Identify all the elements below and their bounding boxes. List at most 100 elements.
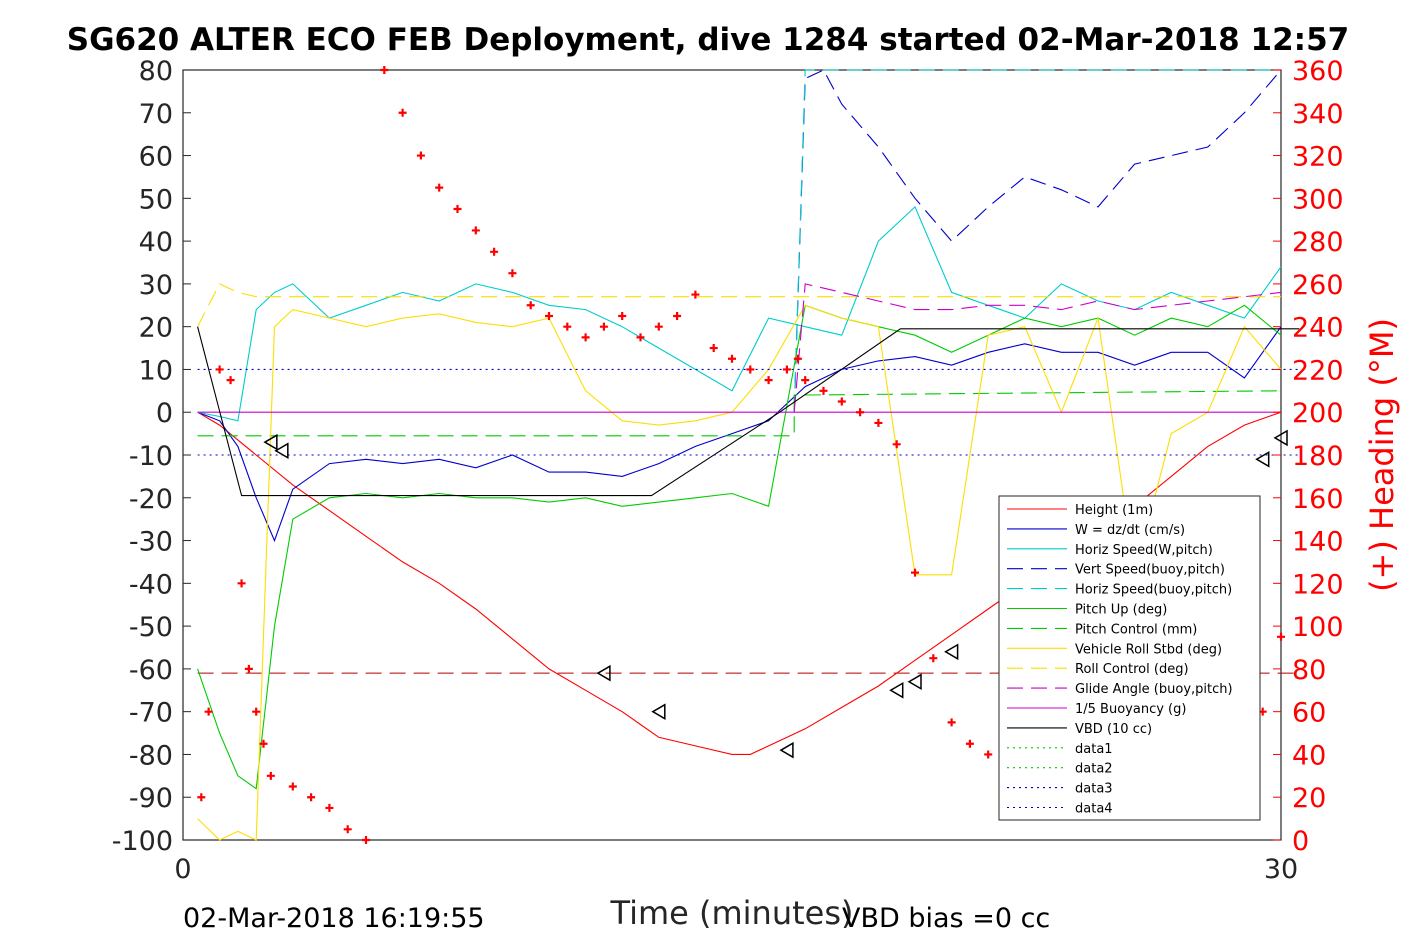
plot-area: [182, 66, 1300, 844]
heading-point: [325, 803, 334, 812]
footer-vbd-bias: VBD bias =0 cc: [842, 903, 1050, 934]
heading-point: [837, 397, 846, 406]
heading-point: [362, 836, 370, 844]
heading-point: [691, 290, 700, 299]
left-tick-label: 70: [139, 99, 173, 130]
right-tick-label: 320: [1292, 142, 1344, 173]
heading-point: [307, 793, 316, 802]
heading-point: [259, 739, 268, 748]
right-tick-label: 160: [1292, 484, 1344, 515]
legend-label: Roll Control (deg): [1075, 662, 1189, 677]
direction-marker: [1255, 450, 1270, 468]
legend-label: Vert Speed(buoy,pitch): [1075, 563, 1225, 578]
right-tick-label: 0: [1292, 826, 1309, 857]
legend-label: 1/5 Buoyancy (g): [1075, 702, 1186, 717]
footer-date: 02-Mar-2018 16:19:55: [183, 903, 485, 934]
legend-label: data2: [1075, 762, 1113, 777]
right-tick-label: 260: [1292, 270, 1344, 301]
series-line-2: [197, 205, 1282, 422]
heading-point: [819, 386, 828, 395]
legend-label: data1: [1075, 742, 1113, 757]
heading-point: [636, 333, 645, 342]
left-tick-label: 80: [139, 56, 173, 87]
right-tick-label: 340: [1292, 99, 1344, 130]
left-tick-label: -20: [129, 484, 173, 515]
series-line-7: [197, 304, 1282, 841]
left-tick-label: 40: [139, 227, 173, 258]
heading-point: [654, 322, 663, 331]
legend-items: Height (1m) W = dz/dt (cm/s) Horiz Speed(W…: [1007, 503, 1233, 817]
legend-label: data3: [1075, 782, 1113, 797]
right-axis-ticks: 3603403203002802602402202001801601401201…: [1273, 56, 1344, 857]
direction-marker: [779, 741, 794, 759]
legend-label: Pitch Control (mm): [1075, 622, 1197, 637]
direction-marker: [907, 673, 922, 691]
right-axis-label: (+) Heading (°M): [1363, 318, 1401, 592]
heading-point: [398, 108, 407, 117]
left-tick-label: -10: [129, 441, 173, 472]
right-tick-label: 100: [1292, 612, 1344, 643]
heading-point: [226, 376, 235, 385]
right-tick-label: 20: [1292, 783, 1326, 814]
heading-point: [563, 322, 572, 331]
left-tick-label: 30: [139, 270, 173, 301]
heading-point: [215, 365, 224, 374]
heading-point: [453, 205, 462, 214]
heading-point: [435, 183, 444, 192]
series-line-3: [793, 69, 1282, 413]
left-tick-label: 20: [139, 313, 173, 344]
right-tick-label: 300: [1292, 184, 1344, 215]
legend-label: Glide Angle (buoy,pitch): [1075, 682, 1233, 697]
right-tick-label: 200: [1292, 398, 1344, 429]
left-tick-label: 50: [139, 184, 173, 215]
right-tick-label: 360: [1292, 56, 1344, 87]
series-layer: [197, 69, 1300, 841]
series-line-11: [197, 326, 1300, 497]
heading-point: [471, 226, 480, 235]
heading-point: [618, 311, 627, 320]
left-tick-label: -80: [129, 740, 173, 771]
heading-point: [874, 418, 883, 427]
heading-point: [1277, 632, 1285, 641]
left-tick-label: 60: [139, 142, 173, 173]
heading-point: [244, 664, 253, 673]
right-tick-label: 60: [1292, 698, 1326, 729]
heading-point: [793, 354, 802, 363]
heading-point: [416, 151, 425, 160]
heading-point: [266, 771, 275, 780]
heading-point: [746, 365, 755, 374]
heading-point: [673, 311, 682, 320]
direction-marker: [1273, 429, 1288, 447]
direction-marker: [596, 664, 611, 682]
series-line-9: [793, 283, 1282, 413]
legend-label: Horiz Speed(W,pitch): [1075, 543, 1213, 558]
x-tick-label: 30: [1264, 854, 1298, 885]
right-tick-label: 120: [1292, 569, 1344, 600]
left-axis-ticks: 80 70 60 50 40 30 20 10 0 -10 -20 -30 -40 -50 -60 -70 -8…: [112, 56, 191, 857]
right-tick-label: 140: [1292, 527, 1344, 558]
left-tick-label: 0: [156, 398, 173, 429]
heading-point: [526, 301, 535, 310]
legend: Height (1m) W = dz/dt (cm/s) Horiz Speed(W…: [998, 495, 1261, 821]
left-tick-label: -50: [129, 612, 173, 643]
heading-point: [965, 739, 974, 748]
heading-point: [947, 718, 956, 727]
series-line-6: [197, 390, 1282, 437]
right-tick-label: 280: [1292, 227, 1344, 258]
direction-marker: [274, 442, 289, 460]
left-tick-label: -60: [129, 655, 173, 686]
heading-point: [709, 344, 718, 353]
x-axis-label: Time (minutes): [610, 894, 854, 932]
heading-point: [204, 707, 213, 716]
direction-marker: [651, 703, 666, 720]
heading-point: [764, 376, 773, 385]
heading-point: [197, 793, 206, 802]
left-tick-label: -70: [129, 698, 173, 729]
heading-point: [237, 579, 246, 588]
direction-marker: [263, 433, 278, 451]
legend-label: VBD (10 cc): [1075, 722, 1152, 737]
series-line-4: [793, 69, 1281, 413]
right-tick-label: 220: [1292, 355, 1344, 386]
chart-title: SG620 ALTER ECO FEB Deployment, dive 128…: [67, 22, 1349, 58]
